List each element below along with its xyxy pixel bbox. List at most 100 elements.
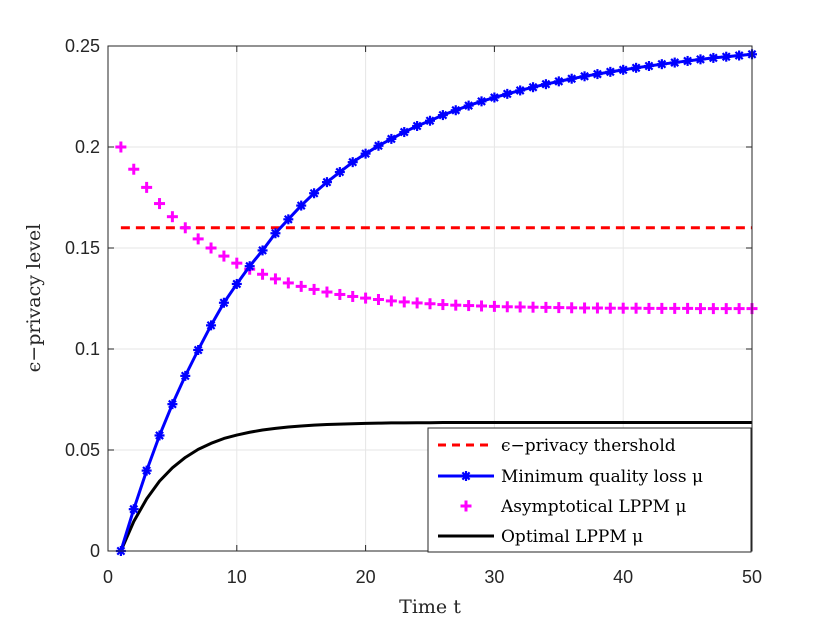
data-point-minimum-quality-loss (553, 76, 564, 87)
data-point-minimum-quality-loss (412, 120, 423, 131)
data-point-minimum-quality-loss (643, 60, 654, 71)
data-point-minimum-quality-loss (334, 167, 345, 178)
data-point-asymptotical-lppm (682, 302, 694, 314)
x-tick-label: 40 (613, 567, 633, 587)
data-point-asymptotical-lppm (257, 268, 269, 280)
data-point-minimum-quality-loss (489, 92, 500, 103)
data-point-asymptotical-lppm (720, 303, 732, 315)
data-point-asymptotical-lppm (591, 302, 603, 314)
data-point-minimum-quality-loss (425, 115, 435, 126)
data-point-minimum-quality-loss (206, 320, 217, 331)
data-point-minimum-quality-loss (656, 59, 667, 70)
series-group (115, 49, 758, 556)
data-point-asymptotical-lppm (424, 298, 436, 310)
data-point-asymptotical-lppm (192, 233, 204, 245)
y-tick-label: 0.1 (75, 339, 100, 359)
data-point-asymptotical-lppm (347, 290, 359, 302)
data-point-minimum-quality-loss (141, 465, 152, 476)
data-point-minimum-quality-loss (605, 66, 616, 77)
data-point-asymptotical-lppm (630, 302, 642, 314)
data-point-asymptotical-lppm (115, 141, 127, 153)
data-point-asymptotical-lppm (617, 302, 629, 314)
data-point-minimum-quality-loss (399, 127, 410, 138)
data-point-minimum-quality-loss (386, 133, 397, 144)
data-point-minimum-quality-loss (218, 297, 229, 308)
data-point-minimum-quality-loss (515, 85, 526, 96)
legend-asterisk-glyph (461, 471, 471, 481)
legend-marker-plus (460, 500, 472, 512)
data-point-minimum-quality-loss (309, 188, 320, 199)
data-point-asymptotical-lppm (282, 277, 294, 289)
data-point-asymptotical-lppm (579, 302, 591, 314)
data-point-asymptotical-lppm (372, 294, 384, 306)
data-point-minimum-quality-loss (244, 261, 255, 272)
data-point-minimum-quality-loss (296, 200, 307, 211)
legend-label-minimum-quality-loss: Minimum quality loss μ (501, 467, 703, 487)
y-tick-label: 0.2 (75, 137, 100, 157)
data-point-minimum-quality-loss (450, 105, 461, 116)
data-point-asymptotical-lppm (321, 286, 333, 298)
data-point-minimum-quality-loss (257, 245, 268, 256)
data-point-asymptotical-lppm (166, 211, 178, 223)
data-point-minimum-quality-loss (592, 69, 603, 80)
data-point-asymptotical-lppm (128, 163, 140, 175)
data-point-minimum-quality-loss (579, 71, 590, 82)
data-point-minimum-quality-loss (566, 73, 577, 84)
data-point-minimum-quality-loss (231, 278, 242, 289)
data-point-minimum-quality-loss (321, 177, 332, 188)
data-point-minimum-quality-loss (360, 148, 371, 159)
y-tick-label: 0 (90, 541, 100, 561)
legend-box (427, 427, 752, 553)
data-point-minimum-quality-loss (528, 82, 539, 93)
data-point-minimum-quality-loss (180, 370, 191, 381)
data-point-minimum-quality-loss (373, 140, 384, 151)
data-point-minimum-quality-loss (437, 110, 448, 121)
data-point-minimum-quality-loss (154, 430, 165, 441)
data-point-minimum-quality-loss (463, 100, 474, 111)
legend-label-optimal-lppm: Optimal LPPM μ (501, 527, 643, 547)
axis-ticks: 0 10 20 30 40 50 0 0.05 0.1 0.15 0.2 0.25 (65, 36, 762, 587)
data-point-minimum-quality-loss (270, 228, 281, 239)
data-point-minimum-quality-loss (540, 79, 551, 90)
data-point-asymptotical-lppm (385, 295, 397, 307)
data-point-asymptotical-lppm (179, 222, 191, 234)
data-point-minimum-quality-loss (502, 88, 513, 99)
x-axis-label: Time t (399, 596, 461, 618)
data-point-asymptotical-lppm (308, 283, 320, 295)
data-point-minimum-quality-loss (193, 345, 204, 356)
data-point-minimum-quality-loss (167, 399, 178, 410)
x-tick-label: 0 (103, 567, 113, 587)
data-point-asymptotical-lppm (437, 299, 449, 311)
y-tick-label: 0.25 (65, 36, 100, 56)
data-point-minimum-quality-loss (283, 214, 294, 225)
y-tick-label: 0.15 (65, 238, 100, 258)
data-point-minimum-quality-loss (695, 54, 706, 65)
x-tick-label: 20 (356, 567, 376, 587)
y-tick-label: 0.05 (65, 440, 100, 460)
data-point-minimum-quality-loss (476, 96, 487, 107)
data-point-minimum-quality-loss (669, 57, 680, 68)
data-point-asymptotical-lppm (154, 198, 166, 210)
data-point-asymptotical-lppm (295, 280, 307, 292)
data-point-asymptotical-lppm (553, 302, 565, 314)
data-point-asymptotical-lppm (463, 300, 475, 312)
data-point-asymptotical-lppm (218, 250, 230, 262)
data-point-minimum-quality-loss (618, 64, 629, 75)
legend: ϵ−privacy thershold Minimum quality loss… (427, 427, 752, 553)
x-tick-label: 10 (227, 567, 247, 587)
data-point-asymptotical-lppm (643, 302, 655, 314)
data-point-asymptotical-lppm (488, 300, 500, 312)
data-point-asymptotical-lppm (450, 299, 462, 311)
data-point-asymptotical-lppm (501, 301, 513, 313)
legend-marker-asterisk (461, 471, 471, 481)
x-tick-label: 30 (484, 567, 504, 587)
data-point-asymptotical-lppm (540, 301, 552, 313)
data-point-minimum-quality-loss (347, 157, 358, 168)
data-point-asymptotical-lppm (334, 288, 346, 300)
data-point-asymptotical-lppm (527, 301, 539, 313)
legend-plus-glyph (460, 500, 472, 512)
data-point-minimum-quality-loss (682, 55, 693, 66)
data-point-asymptotical-lppm (269, 273, 281, 285)
